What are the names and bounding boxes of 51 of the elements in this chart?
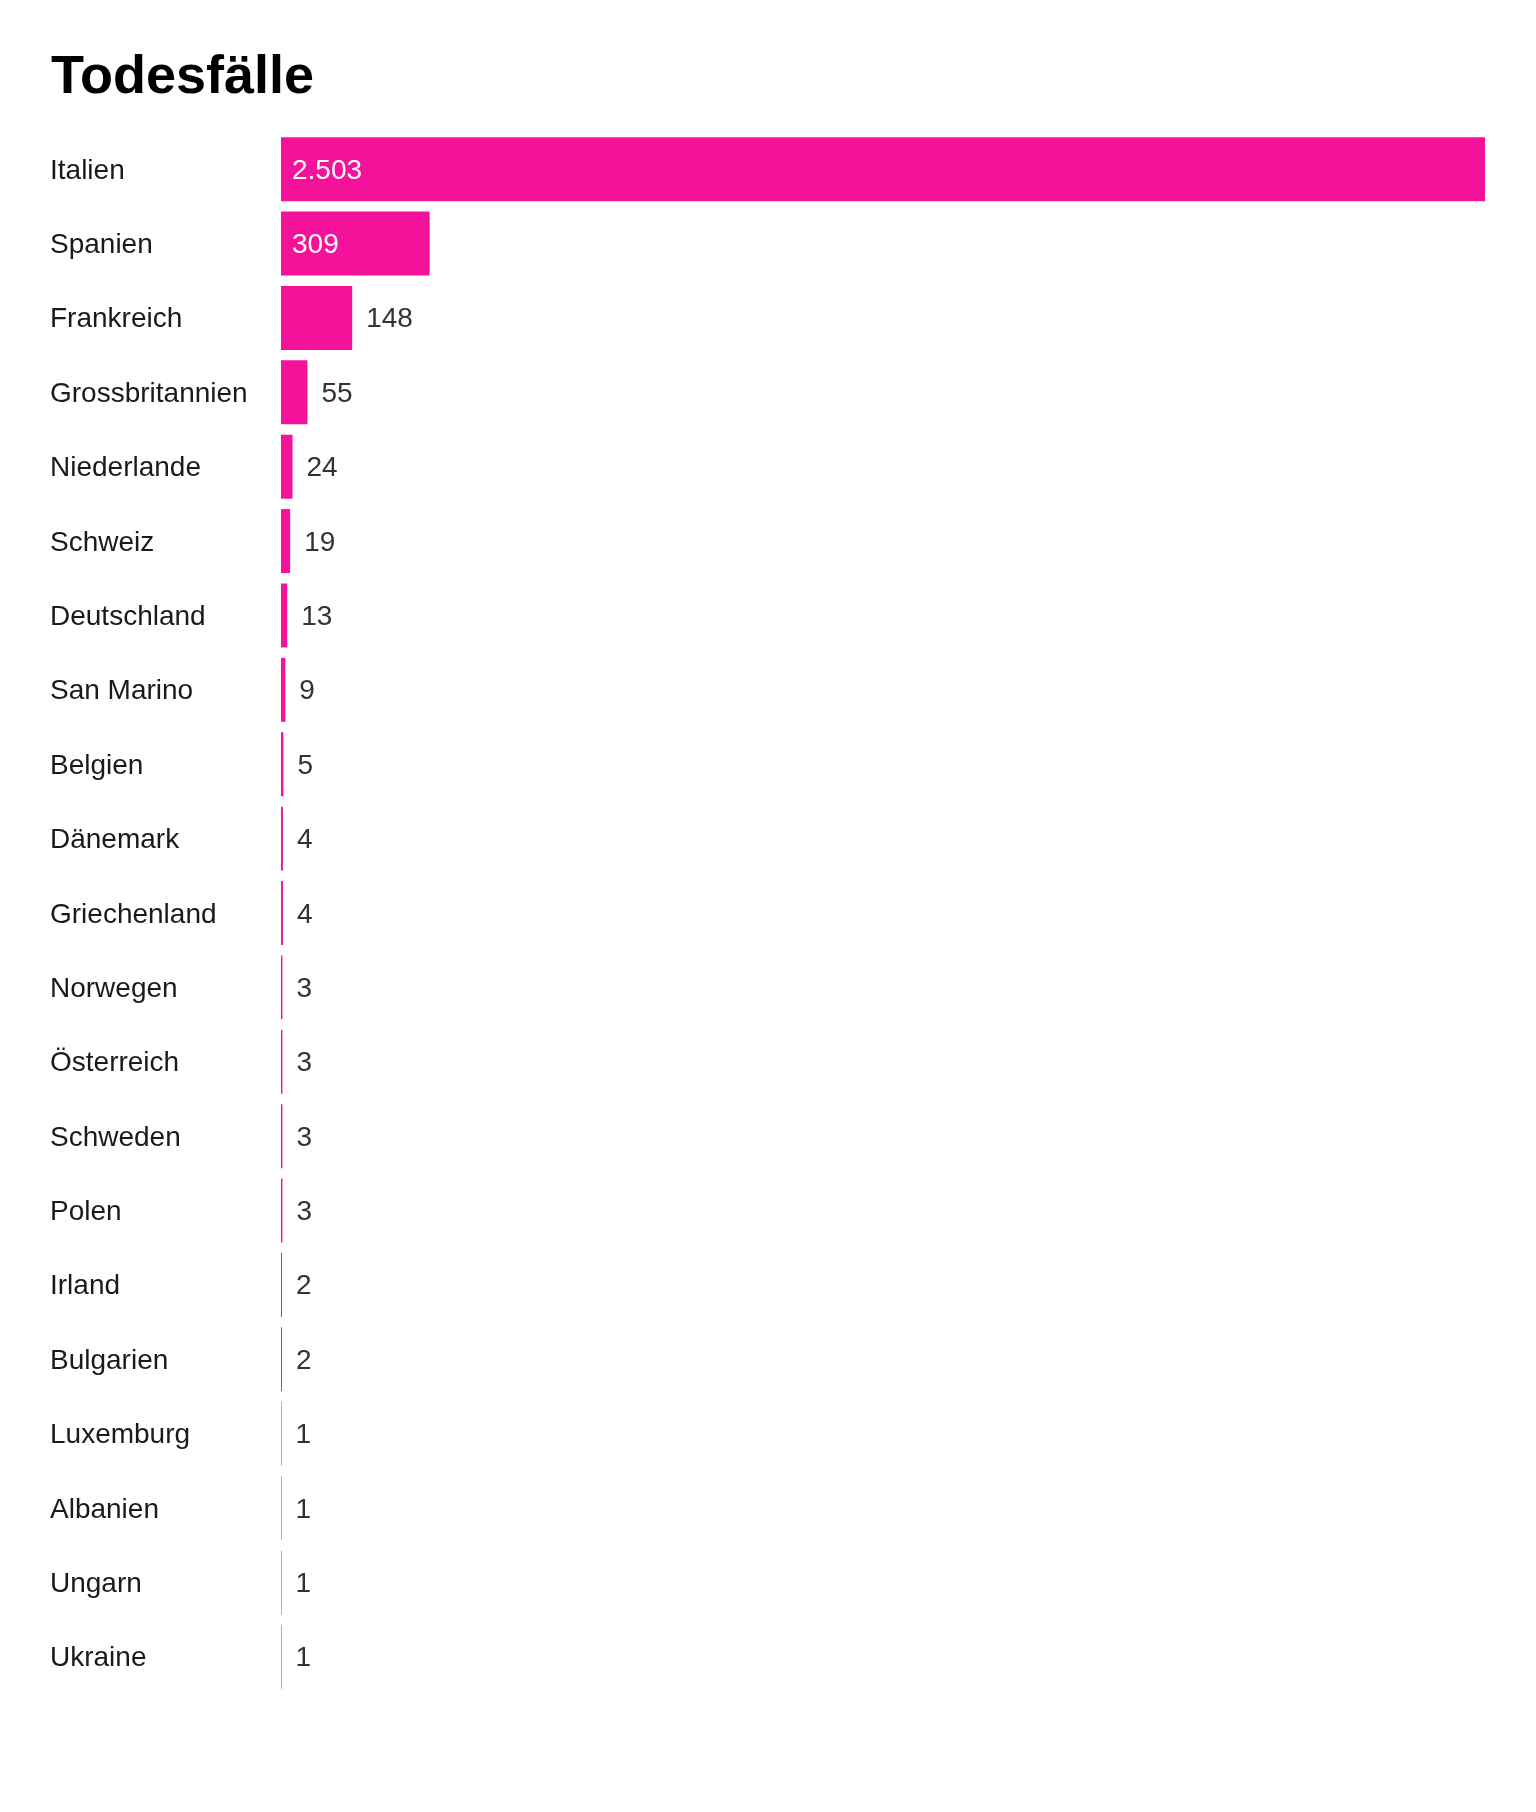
y-tick-label: San Marino <box>50 674 194 706</box>
bar <box>281 285 353 350</box>
y-tick-label: Belgien <box>50 748 144 780</box>
bar <box>281 434 293 499</box>
y-tick-label: Spanien <box>50 228 153 260</box>
y-tick-label: Grossbritannien <box>50 376 248 408</box>
bar <box>281 583 288 648</box>
y-tick-label: Albanien <box>50 1492 159 1524</box>
data-label: 3 <box>296 1120 313 1152</box>
y-tick-label: Österreich <box>50 1046 180 1078</box>
y-tick-label: Ungarn <box>50 1566 142 1598</box>
y-tick-label: Irland <box>50 1269 121 1301</box>
y-tick-label: Italien <box>50 153 125 185</box>
chart-title: Todesfälle <box>51 44 315 104</box>
data-label: 1 <box>295 1641 312 1673</box>
y-tick-label: Deutschland <box>50 599 206 631</box>
data-label: 55 <box>321 376 353 408</box>
bar <box>281 137 1485 202</box>
data-label: 1 <box>295 1418 312 1450</box>
data-label: 1 <box>295 1566 312 1598</box>
data-label: 9 <box>299 674 315 706</box>
bar <box>281 657 286 722</box>
data-label: 1 <box>295 1492 312 1524</box>
bar <box>281 211 430 276</box>
data-label: 2.503 <box>292 153 363 185</box>
data-label: 5 <box>297 748 313 780</box>
y-tick-label: Frankreich <box>50 302 183 334</box>
data-label: 4 <box>296 897 313 929</box>
data-label: 3 <box>296 1195 313 1227</box>
data-label: 3 <box>296 971 313 1003</box>
data-label: 19 <box>304 525 336 557</box>
data-label: 24 <box>306 451 338 483</box>
y-tick-label: Bulgarien <box>50 1343 169 1375</box>
data-label: 13 <box>301 599 333 631</box>
y-tick-label: Griechenland <box>50 897 217 929</box>
y-tick-label: Polen <box>50 1195 122 1227</box>
bar <box>281 360 308 425</box>
y-tick-label: Dänemark <box>50 823 181 855</box>
y-tick-label: Niederlande <box>50 451 201 483</box>
data-label: 2 <box>295 1343 312 1375</box>
data-label: 309 <box>292 228 339 260</box>
y-tick-label: Schweiz <box>50 525 155 557</box>
bar <box>281 509 291 574</box>
y-tick-label: Ukraine <box>50 1641 147 1673</box>
data-label: 3 <box>296 1046 313 1078</box>
data-label: 148 <box>366 302 413 334</box>
y-tick-label: Luxemburg <box>50 1418 191 1450</box>
data-label: 2 <box>295 1269 312 1301</box>
y-tick-label: Schweden <box>50 1120 181 1152</box>
y-tick-label: Norwegen <box>50 971 178 1003</box>
data-label: 4 <box>296 823 313 855</box>
